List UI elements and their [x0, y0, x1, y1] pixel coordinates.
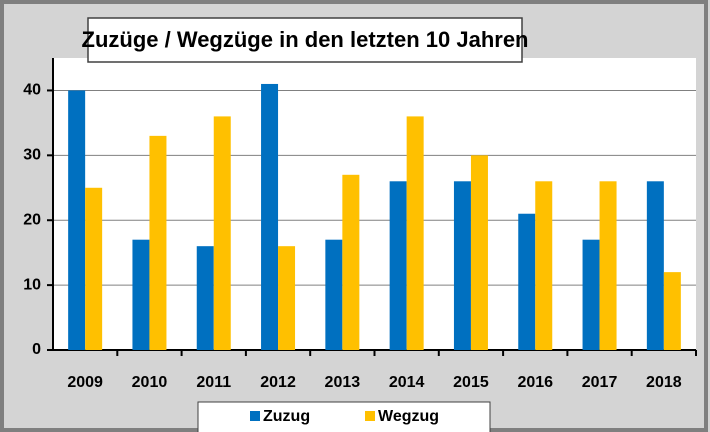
- bar: [261, 83, 279, 350]
- x-tick-label: 2015: [453, 374, 489, 391]
- bar: [196, 246, 214, 350]
- title-box: [87, 17, 523, 63]
- legend-swatch: [250, 411, 260, 421]
- x-tick-label: 2014: [389, 374, 425, 391]
- bar: [453, 181, 471, 350]
- bar: [518, 213, 536, 350]
- y-tick-label: 40: [23, 82, 41, 99]
- x-tick-label: 2012: [260, 374, 296, 391]
- y-tick-label: 20: [23, 211, 41, 228]
- x-tick-label: 2018: [646, 374, 682, 391]
- bar: [213, 116, 231, 351]
- bar: [278, 246, 296, 350]
- bar: [389, 181, 407, 350]
- bar: [132, 239, 150, 350]
- bar: [325, 239, 343, 350]
- legend-label: Wegzug: [378, 408, 439, 425]
- x-tick-label: 2011: [196, 374, 231, 391]
- bar: [149, 135, 167, 350]
- bar: [68, 90, 86, 350]
- legend-box: [197, 401, 491, 432]
- x-tick-label: 2009: [67, 374, 103, 391]
- x-tick-label: 2016: [517, 374, 553, 391]
- bar: [406, 116, 424, 351]
- bar: [535, 181, 553, 350]
- bar: [470, 155, 488, 350]
- y-tick-label: 30: [23, 147, 41, 164]
- chart-title: Zuzüge / Wegzüge in den letzten 10 Jahre…: [82, 27, 529, 52]
- bar: [582, 239, 600, 350]
- x-tick-label: 2013: [325, 374, 361, 391]
- bar: [599, 181, 617, 350]
- bar: [646, 181, 664, 350]
- bar: [663, 272, 681, 350]
- y-tick-label: 10: [23, 276, 41, 293]
- legend-label: Zuzug: [263, 408, 310, 425]
- legend-swatch: [365, 411, 375, 421]
- x-tick-label: 2010: [132, 374, 168, 391]
- x-tick-label: 2017: [582, 374, 618, 391]
- bar: [85, 187, 103, 350]
- y-tick-label: 0: [32, 341, 41, 358]
- bar: [342, 174, 360, 350]
